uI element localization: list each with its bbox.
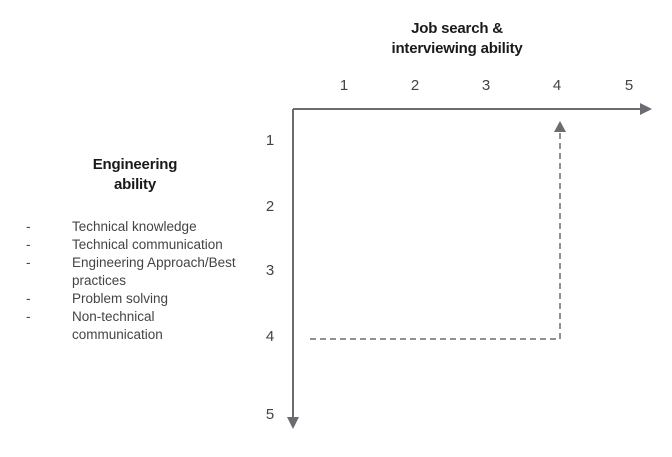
x-axis-title: Job search & interviewing ability: [372, 19, 542, 59]
skill-label: Problem solving: [72, 291, 169, 306]
y-axis-title: Engineering ability: [60, 155, 210, 195]
skills-list-item: - Engineering Approach/Best practices: [20, 254, 260, 290]
list-bullet: -: [26, 255, 31, 270]
y-axis-arrowhead: [287, 417, 299, 429]
x-axis-title-line-1: Job search &: [411, 20, 503, 37]
x-tick-4: 4: [552, 77, 562, 94]
y-tick-3: 3: [265, 262, 275, 279]
y-axis-title-line-2: ability: [114, 176, 156, 193]
y-tick-1: 1: [265, 132, 275, 149]
skills-list-item: - Non-technical communication: [20, 308, 260, 344]
y-axis-title-line-1: Engineering: [92, 156, 178, 173]
guide-arrowhead: [554, 121, 566, 132]
list-bullet: -: [26, 291, 31, 306]
x-tick-5: 5: [624, 77, 634, 94]
skills-list-item: - Technical knowledge: [20, 218, 260, 236]
x-axis-title-line-2: interviewing ability: [391, 40, 523, 57]
x-axis-arrowhead: [640, 103, 652, 115]
x-tick-2: 2: [410, 77, 420, 94]
list-bullet: -: [26, 309, 31, 324]
skill-label: Engineering Approach/Best practices: [72, 255, 236, 288]
list-bullet: -: [26, 219, 31, 234]
skills-list-item: - Problem solving: [20, 290, 260, 308]
x-tick-3: 3: [481, 77, 491, 94]
y-tick-5: 5: [265, 406, 275, 423]
skill-label: Non-technical communication: [72, 309, 163, 342]
x-tick-1: 1: [339, 77, 349, 94]
list-bullet: -: [26, 237, 31, 252]
skills-list-item: - Technical communication: [20, 236, 260, 254]
skills-list: - Technical knowledge - Technical commun…: [20, 218, 260, 344]
skill-label: Technical communication: [72, 237, 223, 252]
y-tick-2: 2: [265, 198, 275, 215]
y-tick-4: 4: [265, 328, 275, 345]
skill-label: Technical knowledge: [72, 219, 197, 234]
